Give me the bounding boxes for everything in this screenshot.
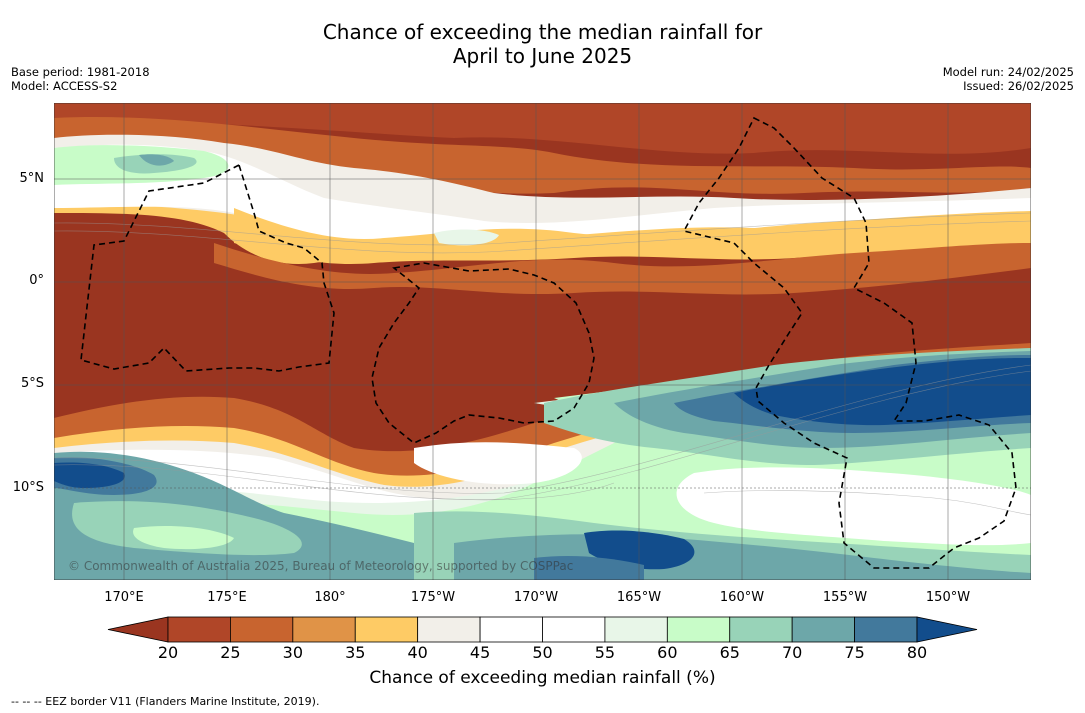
meta-left: Base period: 1981-2018 Model: ACCESS-S2 bbox=[11, 65, 150, 93]
map-gridlines bbox=[54, 103, 1031, 580]
region-center-60 bbox=[434, 229, 499, 246]
region-scenter-50 bbox=[414, 442, 582, 485]
lat-label-5n: 5°N bbox=[19, 171, 45, 186]
lon-label-150w: 150°W bbox=[925, 590, 971, 605]
lon-label-170w: 170°W bbox=[513, 590, 559, 605]
colorbar-tick-label: 25 bbox=[220, 643, 241, 662]
region-mid-30 bbox=[214, 243, 1031, 295]
colorbar-tick-label: 50 bbox=[532, 643, 553, 662]
contour-lines bbox=[54, 212, 1031, 516]
region-se-50 bbox=[676, 467, 1031, 546]
colorbar-tick-label: 45 bbox=[469, 643, 491, 662]
colorbar-tick-label: 55 bbox=[594, 643, 616, 662]
lon-label-175w: 175°W bbox=[410, 590, 456, 605]
colorbar-tick-label: 70 bbox=[781, 643, 803, 662]
lon-label-160w: 160°W bbox=[719, 590, 765, 605]
lon-label-155w: 155°W bbox=[822, 590, 868, 605]
colorbar-cell bbox=[417, 616, 481, 643]
colorbar-cell bbox=[354, 616, 419, 643]
colorbar-tick-label: 80 bbox=[906, 643, 928, 662]
colorbar-cell bbox=[604, 616, 668, 643]
region-south-80 bbox=[734, 358, 1031, 426]
region-north-30 bbox=[54, 117, 1031, 194]
rainfall-map: © Commonwealth of Australia 2025, Bureau… bbox=[54, 103, 1031, 580]
lon-label-175e: 175°E bbox=[207, 590, 247, 605]
colorbar-cell bbox=[230, 616, 294, 643]
copyright-text: © Commonwealth of Australia 2025, Bureau… bbox=[68, 559, 573, 573]
colorbar-cell bbox=[167, 616, 231, 643]
colorbar-cell bbox=[292, 616, 356, 643]
colorbar-tick-label: 35 bbox=[345, 643, 366, 662]
lon-label-165w: 165°W bbox=[616, 590, 662, 605]
region-bottom-77 bbox=[534, 555, 644, 580]
title-line-1: Chance of exceeding the median rainfall … bbox=[322, 20, 763, 44]
colorbar-cell bbox=[666, 616, 731, 643]
lon-label-180: 180° bbox=[314, 590, 346, 605]
colorbar-cell bbox=[854, 616, 918, 643]
region-sw-80 bbox=[54, 462, 125, 488]
region-sw-65 bbox=[133, 526, 234, 550]
lat-label-10s: 10°S bbox=[12, 480, 44, 495]
lon-label-170e: 170°E bbox=[104, 590, 144, 605]
colorbar-tick-label: 60 bbox=[657, 643, 678, 662]
colorbar-cell bbox=[542, 616, 606, 643]
region-north-50 bbox=[54, 144, 1031, 246]
colorbar-arrow-low bbox=[107, 616, 169, 643]
lat-label-0: 0° bbox=[29, 273, 44, 288]
issued-text: Issued: 26/02/2025 bbox=[963, 79, 1074, 93]
chart-title: Chance of exceeding the median rainfall … bbox=[0, 20, 1085, 68]
colorbar-tick-label: 40 bbox=[407, 643, 428, 662]
colorbar-cell bbox=[729, 616, 793, 643]
model-text: Model: ACCESS-S2 bbox=[11, 79, 118, 93]
colorbar bbox=[107, 616, 978, 643]
colorbar-tick-label: 75 bbox=[844, 643, 865, 662]
colorbar-tick-label: 20 bbox=[157, 643, 179, 662]
colorbar-cell bbox=[791, 616, 855, 643]
title-line-2: April to June 2025 bbox=[452, 44, 633, 68]
base-period-text: Base period: 1981-2018 bbox=[11, 65, 150, 79]
region-nw-75 bbox=[139, 154, 174, 166]
lat-label-5s: 5°S bbox=[20, 376, 44, 391]
colorbar-tick-label: 30 bbox=[282, 643, 303, 662]
eez-footnote: -- -- -- EEZ border V11 (Flanders Marine… bbox=[11, 695, 320, 708]
colorbar-label: Chance of exceeding median rainfall (%) bbox=[369, 668, 716, 688]
meta-right: Model run: 24/02/2025 Issued: 26/02/2025 bbox=[943, 65, 1074, 93]
eez-borders bbox=[80, 116, 1017, 569]
colorbar-cell bbox=[479, 616, 543, 643]
model-run-text: Model run: 24/02/2025 bbox=[942, 65, 1074, 79]
colorbar-arrow-high bbox=[916, 616, 978, 643]
colorbar-tick-label: 65 bbox=[719, 643, 740, 662]
